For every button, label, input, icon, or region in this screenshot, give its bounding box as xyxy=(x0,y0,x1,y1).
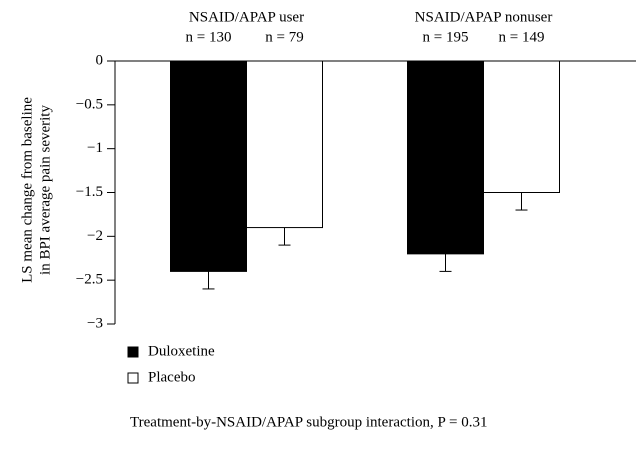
bar xyxy=(170,60,247,272)
n-label: n = 149 xyxy=(499,29,545,45)
y-axis-label: LS mean change from baseline xyxy=(19,97,35,283)
y-tick-label: −1 xyxy=(87,140,103,156)
legend-label: Placebo xyxy=(148,369,195,385)
n-label: n = 195 xyxy=(423,29,469,45)
legend-label: Duloxetine xyxy=(148,343,215,359)
y-axis-label: in BPI average pain severity xyxy=(37,105,53,275)
bar xyxy=(407,60,484,255)
y-tick-label: −2.5 xyxy=(76,272,103,288)
y-tick-label: −3 xyxy=(87,315,103,331)
bar xyxy=(246,60,323,229)
n-label: n = 79 xyxy=(265,29,303,45)
category-label: NSAID/APAP user xyxy=(189,9,304,25)
category-label: NSAID/APAP nonuser xyxy=(415,9,553,25)
legend-swatch xyxy=(127,346,139,358)
y-tick-label: −0.5 xyxy=(76,96,103,112)
y-tick-label: −1.5 xyxy=(76,184,103,200)
n-label: n = 130 xyxy=(186,29,232,45)
legend-swatch xyxy=(127,372,139,384)
y-label: LS mean change from baseline in BPI aver… xyxy=(19,97,53,283)
bar xyxy=(483,60,560,193)
footnote: Treatment-by-NSAID/APAP subgroup interac… xyxy=(130,414,487,430)
y-tick-label: 0 xyxy=(96,52,104,68)
y-tick-label: −2 xyxy=(87,228,103,244)
